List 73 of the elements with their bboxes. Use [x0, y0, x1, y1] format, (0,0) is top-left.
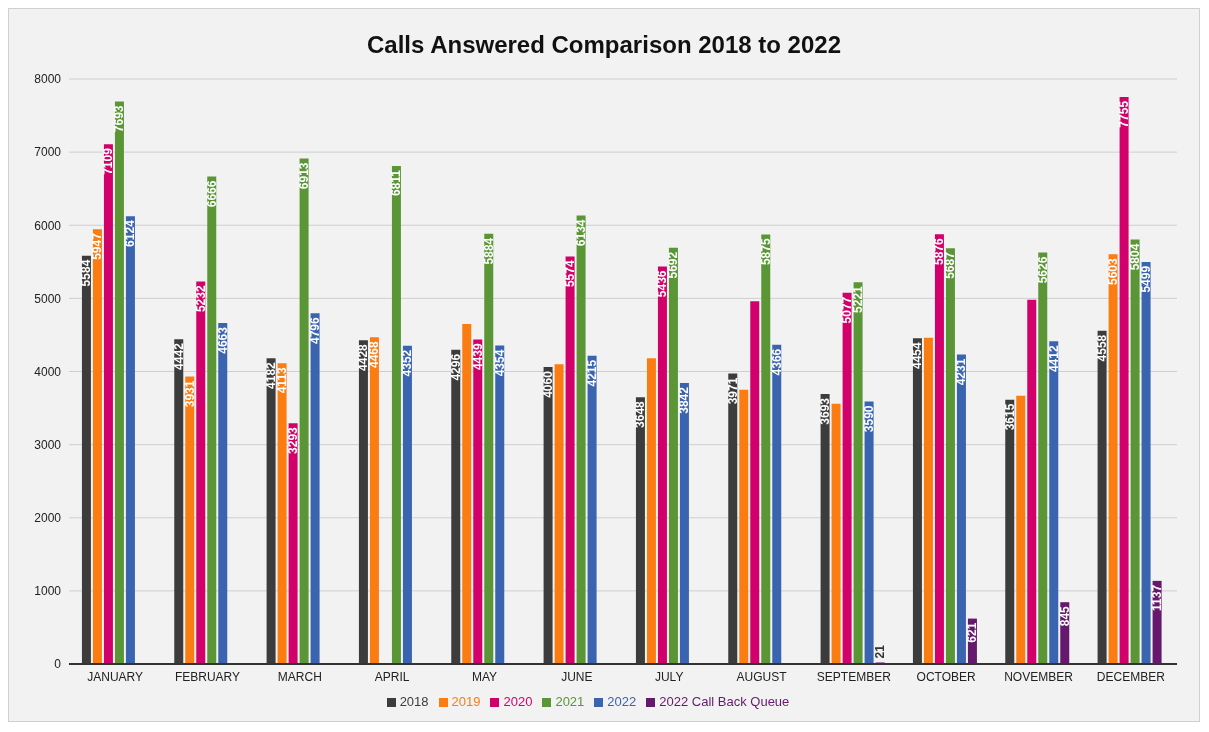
data-label: 4060	[541, 370, 556, 398]
data-label: 7693	[112, 105, 127, 133]
data-label: 3931	[182, 380, 197, 408]
data-label: 4412	[1046, 345, 1061, 373]
data-label: 3842	[677, 386, 692, 414]
data-label: 4454	[910, 341, 925, 369]
y-tick-label: 7000	[34, 145, 62, 160]
x-tick-label: APRIL	[374, 669, 410, 684]
data-label: 5947	[90, 232, 105, 260]
data-label: 3590	[862, 405, 877, 433]
chart-title: Calls Answered Comparison 2018 to 2022	[366, 30, 842, 60]
data-label: 4439	[470, 343, 485, 371]
x-tick-label: NOVEMBER	[1004, 669, 1074, 684]
data-label: 6666	[204, 180, 219, 208]
data-label: 7109	[101, 147, 116, 175]
data-label: 5884	[481, 237, 496, 265]
legend-label: 2020	[503, 694, 533, 709]
legend-label: 2022	[607, 694, 637, 709]
legend-label: 2021	[555, 694, 585, 709]
x-tick-label: FEBRUARY	[174, 669, 241, 684]
x-tick-label: OCTOBER	[916, 669, 977, 684]
data-label: 6134	[574, 219, 589, 247]
data-label: 4113	[275, 366, 290, 394]
x-tick-label: MAY	[471, 669, 498, 684]
y-tick-label: 0	[54, 657, 62, 672]
data-label: 4663	[215, 326, 230, 354]
data-label: 621	[965, 622, 980, 643]
y-tick-label: 2000	[34, 511, 62, 526]
data-label: 5499	[1139, 265, 1154, 293]
y-tick-label: 3000	[34, 437, 62, 452]
y-tick-label: 4000	[34, 364, 62, 379]
data-label: 4296	[448, 353, 463, 381]
x-tick-label: DECEMBER	[1096, 669, 1166, 684]
data-label: 5875	[758, 238, 773, 266]
data-label: 4442	[171, 342, 186, 370]
data-label: 5626	[1035, 256, 1050, 284]
data-label: 6913	[297, 162, 312, 190]
y-tick-label: 1000	[34, 584, 62, 599]
data-label: 3693	[818, 397, 833, 425]
x-tick-label: SEPTEMBER	[816, 669, 892, 684]
data-label: 4796	[308, 316, 323, 344]
y-tick-label: 6000	[34, 218, 62, 233]
data-label: 5584	[79, 259, 94, 287]
data-label: 5221	[851, 285, 866, 313]
data-label: 6811	[389, 169, 404, 196]
y-tick-label: 5000	[34, 291, 62, 306]
data-label: 1137	[1150, 584, 1165, 611]
data-label: 5603	[1106, 257, 1121, 285]
legend-label: 2022 Call Back Queue	[659, 694, 790, 709]
data-label: 5574	[563, 260, 578, 288]
x-tick-label: JULY	[654, 669, 684, 684]
x-tick-label: JUNE	[561, 669, 593, 684]
data-label: 6124	[123, 219, 138, 247]
data-label: 4231	[954, 358, 969, 386]
y-tick-label: 8000	[34, 72, 62, 87]
data-label: 3615	[1002, 403, 1017, 431]
data-label: 3648	[633, 400, 648, 428]
x-tick-label: JANUARY	[87, 669, 144, 684]
data-label: 4558	[1095, 334, 1110, 362]
data-label: 4366	[769, 348, 784, 376]
data-label: 4352	[400, 349, 415, 377]
data-label: 845	[1057, 605, 1072, 627]
data-label: 21	[873, 644, 888, 659]
x-tick-label: AUGUST	[736, 669, 788, 684]
data-label: 4215	[585, 359, 600, 387]
data-label: 5232	[193, 285, 208, 313]
x-tick-label: MARCH	[277, 669, 322, 684]
data-label: 7755	[1117, 100, 1132, 128]
data-label: 3293	[286, 426, 301, 454]
data-label: 4354	[492, 349, 507, 377]
legend-label: 2018	[399, 694, 429, 709]
legend-label: 2019	[451, 694, 481, 709]
data-label: 3971	[725, 377, 740, 405]
